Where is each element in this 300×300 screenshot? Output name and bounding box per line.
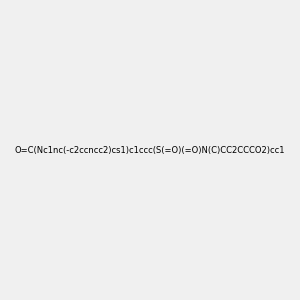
Text: O=C(Nc1nc(-c2ccncc2)cs1)c1ccc(S(=O)(=O)N(C)CC2CCCO2)cc1: O=C(Nc1nc(-c2ccncc2)cs1)c1ccc(S(=O)(=O)N… [15,146,285,154]
